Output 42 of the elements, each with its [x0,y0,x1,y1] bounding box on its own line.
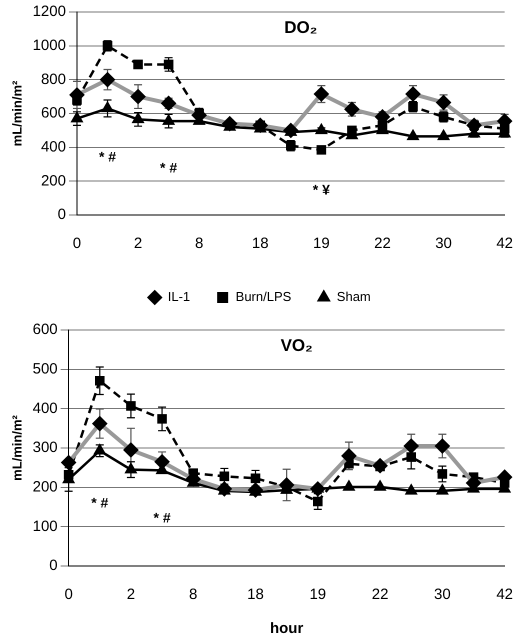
x-tick-label: 42 [496,235,513,252]
legend-label: IL-1 [168,289,190,304]
y-tick-label: 400 [40,138,66,156]
y-tick-label: 200 [40,172,66,190]
x-axis-title: hour [270,620,304,638]
x-tick-label: 8 [189,586,198,604]
y-axis-title: mL/min/m² [9,414,24,481]
y-tick-label: 600 [32,321,58,338]
y-tick-label: 0 [58,206,66,224]
chart-title: VO₂ [280,336,313,356]
y-tick-label: 1000 [32,36,66,54]
y-tick-label: 600 [40,104,66,122]
y-tick-label: 100 [32,518,58,535]
annotation: * ¥ [312,181,330,198]
x-tick-label: 30 [435,235,452,252]
x-tick-label: 22 [372,586,388,604]
chart-title: DO₂ [284,18,318,38]
legend-label: Sham [336,289,371,304]
x-tick-label: 8 [194,235,204,252]
x-tick-label: 19 [309,586,326,604]
x-tick-label: 0 [72,235,82,252]
x-tick-label: 19 [313,235,330,252]
y-tick-label: 0 [49,557,58,574]
legend-label: Burn/LPS [236,289,292,304]
x-tick-label: 30 [434,586,451,604]
annotation: * # [160,159,178,176]
y-tick-label: 400 [32,400,58,417]
x-tick-label: 22 [374,235,391,252]
annotation: * # [98,148,116,164]
x-tick-label: 18 [252,235,269,252]
y-tick-label: 300 [32,439,58,456]
x-tick-label: 18 [247,586,264,604]
y-tick-label: 1200 [32,3,66,20]
y-axis-title: mL/min/m² [9,80,24,146]
y-tick-label: 200 [32,478,58,496]
x-tick-label: 2 [134,235,142,252]
annotation: * # [154,510,171,526]
x-tick-label: 42 [496,586,513,604]
annotation: * # [91,494,109,511]
y-tick-label: 500 [32,360,58,378]
y-tick-label: 800 [40,70,66,88]
x-tick-label: 2 [126,586,136,604]
